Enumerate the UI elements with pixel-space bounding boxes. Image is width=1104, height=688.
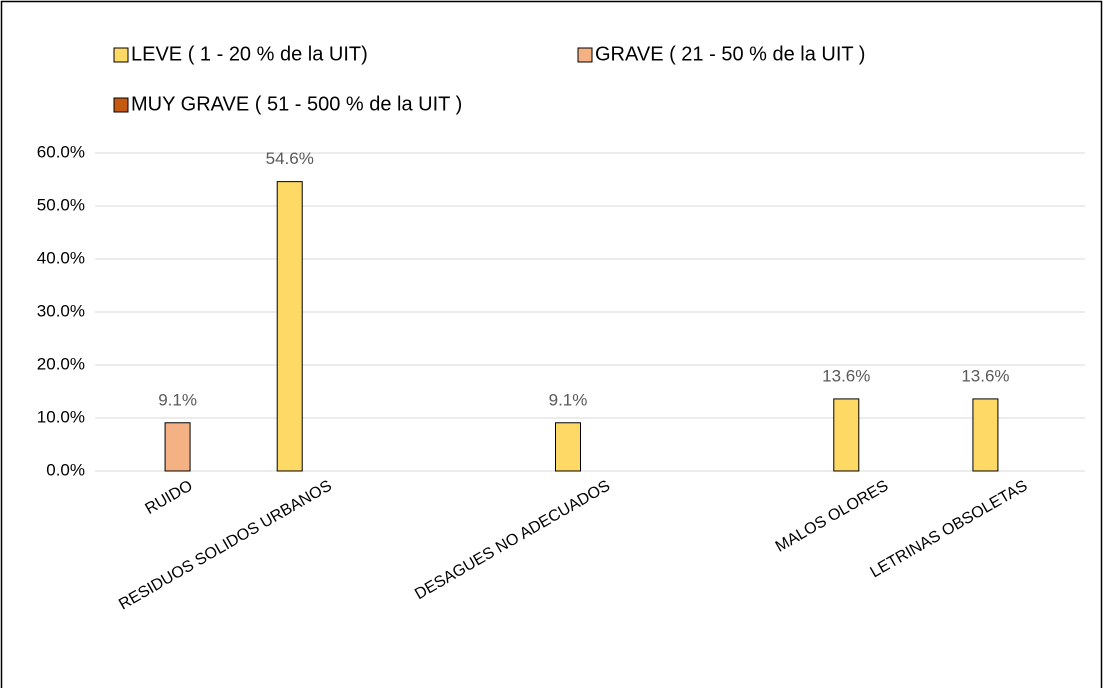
legend-label: MUY GRAVE ( 51 - 500 % de la UIT ) bbox=[131, 93, 462, 115]
y-tick-label: 0.0% bbox=[46, 460, 85, 479]
bar bbox=[972, 398, 999, 472]
legend-swatch bbox=[577, 47, 593, 63]
y-tick-label: 40.0% bbox=[37, 248, 85, 267]
x-tick-label: DESAGUES NO ADECUADOS bbox=[412, 477, 613, 603]
y-tick-label: 20.0% bbox=[37, 354, 85, 373]
legend-swatch bbox=[113, 47, 129, 63]
bar bbox=[833, 398, 860, 472]
y-tick-label: 50.0% bbox=[37, 195, 85, 214]
x-tick-label: RUIDO bbox=[143, 477, 196, 518]
bar bbox=[164, 422, 191, 472]
legend-swatch bbox=[113, 97, 129, 113]
legend-label: GRAVE ( 21 - 50 % de la UIT ) bbox=[595, 43, 865, 65]
data-label: 13.6% bbox=[961, 366, 1009, 385]
legend-label: LEVE ( 1 - 20 % de la UIT) bbox=[131, 43, 368, 65]
y-tick-label: 60.0% bbox=[37, 142, 85, 161]
data-label: 13.6% bbox=[822, 366, 870, 385]
x-tick-label: MALOS OLORES bbox=[773, 477, 892, 555]
data-label: 54.6% bbox=[266, 149, 314, 168]
bar bbox=[555, 422, 581, 472]
data-label: 9.1% bbox=[158, 390, 197, 409]
y-tick-label: 10.0% bbox=[37, 407, 85, 426]
y-tick-label: 30.0% bbox=[37, 301, 85, 320]
bar bbox=[276, 181, 303, 472]
x-tick-label: LETRINAS OBSOLETAS bbox=[868, 477, 1031, 581]
data-label: 9.1% bbox=[549, 390, 588, 409]
x-tick-label: RESIDUOS SOLIDOS URBANOS bbox=[116, 477, 335, 613]
